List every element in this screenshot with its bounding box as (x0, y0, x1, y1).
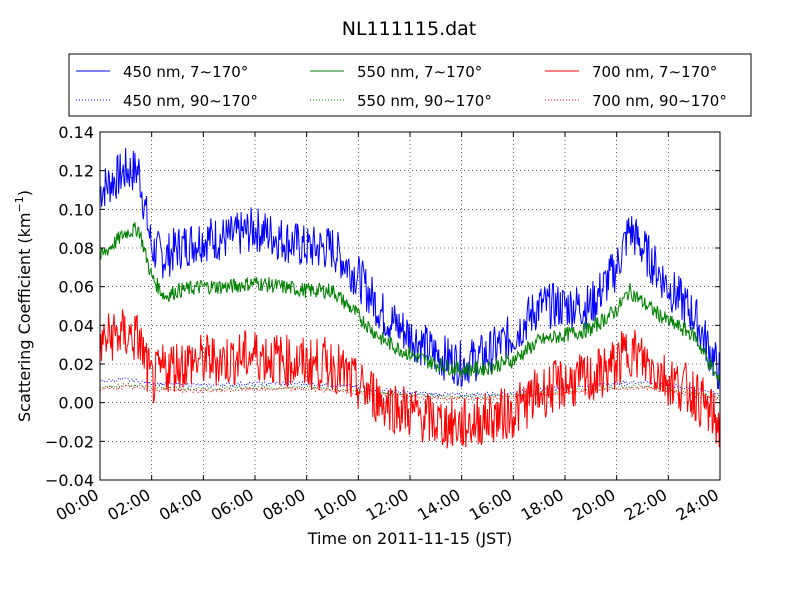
y-tick-label: 0.12 (58, 162, 94, 181)
y-tick-label: 0.08 (58, 239, 94, 258)
y-tick-label: 0.00 (58, 394, 94, 413)
x-tick-label: 08:00 (259, 485, 308, 525)
x-tick-label: 00:00 (53, 485, 102, 525)
ticks-layer (99, 131, 721, 481)
xticklabel-layer: 00:00 02:00 04:00 06:00 08:00 10:00 12:00 14:00… (53, 485, 722, 525)
series-line (100, 382, 720, 400)
series-line (100, 222, 720, 391)
x-tick-label: 04:00 (156, 485, 205, 525)
y-tick-label: 0.10 (58, 200, 94, 219)
x-tick-label: 10:00 (311, 485, 360, 525)
x-tick-label: 16:00 (466, 485, 515, 525)
legend: 450 nm, 7∼170° 550 nm, 7∼170° 700 nm, 7∼17… (68, 53, 752, 117)
y-tick-label: −0.02 (45, 432, 94, 451)
x-tick-label: 14:00 (414, 485, 463, 525)
chart-title: NL111115.dat (341, 18, 477, 40)
legend-label: 700 nm, 90∼170° (592, 92, 727, 110)
y-tick-label: 0.14 (58, 123, 94, 142)
y-axis-label-end: ) (15, 190, 34, 196)
x-tick-label: 22:00 (621, 485, 670, 525)
x-tick-label: 12:00 (363, 485, 412, 525)
y-tick-label: 0.02 (58, 355, 94, 374)
series-layer (100, 148, 720, 449)
x-tick-label: 24:00 (673, 485, 722, 525)
legend-box (68, 53, 752, 117)
y-axis-label: Scattering Coefficient (km−1) (13, 190, 34, 422)
y-axis-label-main: Scattering Coefficient (km (15, 212, 34, 422)
legend-label: 700 nm, 7∼170° (592, 63, 717, 81)
legend-label: 550 nm, 7∼170° (357, 63, 482, 81)
series-line (100, 309, 720, 449)
x-tick-label: 06:00 (208, 485, 257, 525)
legend-label: 550 nm, 90∼170° (357, 92, 492, 110)
y-tick-label: −0.04 (45, 471, 94, 490)
legend-label: 450 nm, 90∼170° (123, 92, 258, 110)
y-tick-label: 0.04 (58, 316, 94, 335)
x-axis-label: Time on 2011-11-15 (JST) (307, 529, 512, 548)
x-tick-label: 02:00 (104, 485, 153, 525)
x-tick-label: 18:00 (518, 485, 567, 525)
y-tick-label: 0.06 (58, 278, 94, 297)
yticklabel-layer: −0.04 −0.02 0.00 0.02 0.04 0.06 0.08 0.10 0.12 0.… (45, 123, 94, 490)
x-tick-label: 20:00 (569, 485, 618, 525)
legend-label: 450 nm, 7∼170° (123, 63, 248, 81)
y-axis-label-sup: −1 (13, 196, 26, 212)
